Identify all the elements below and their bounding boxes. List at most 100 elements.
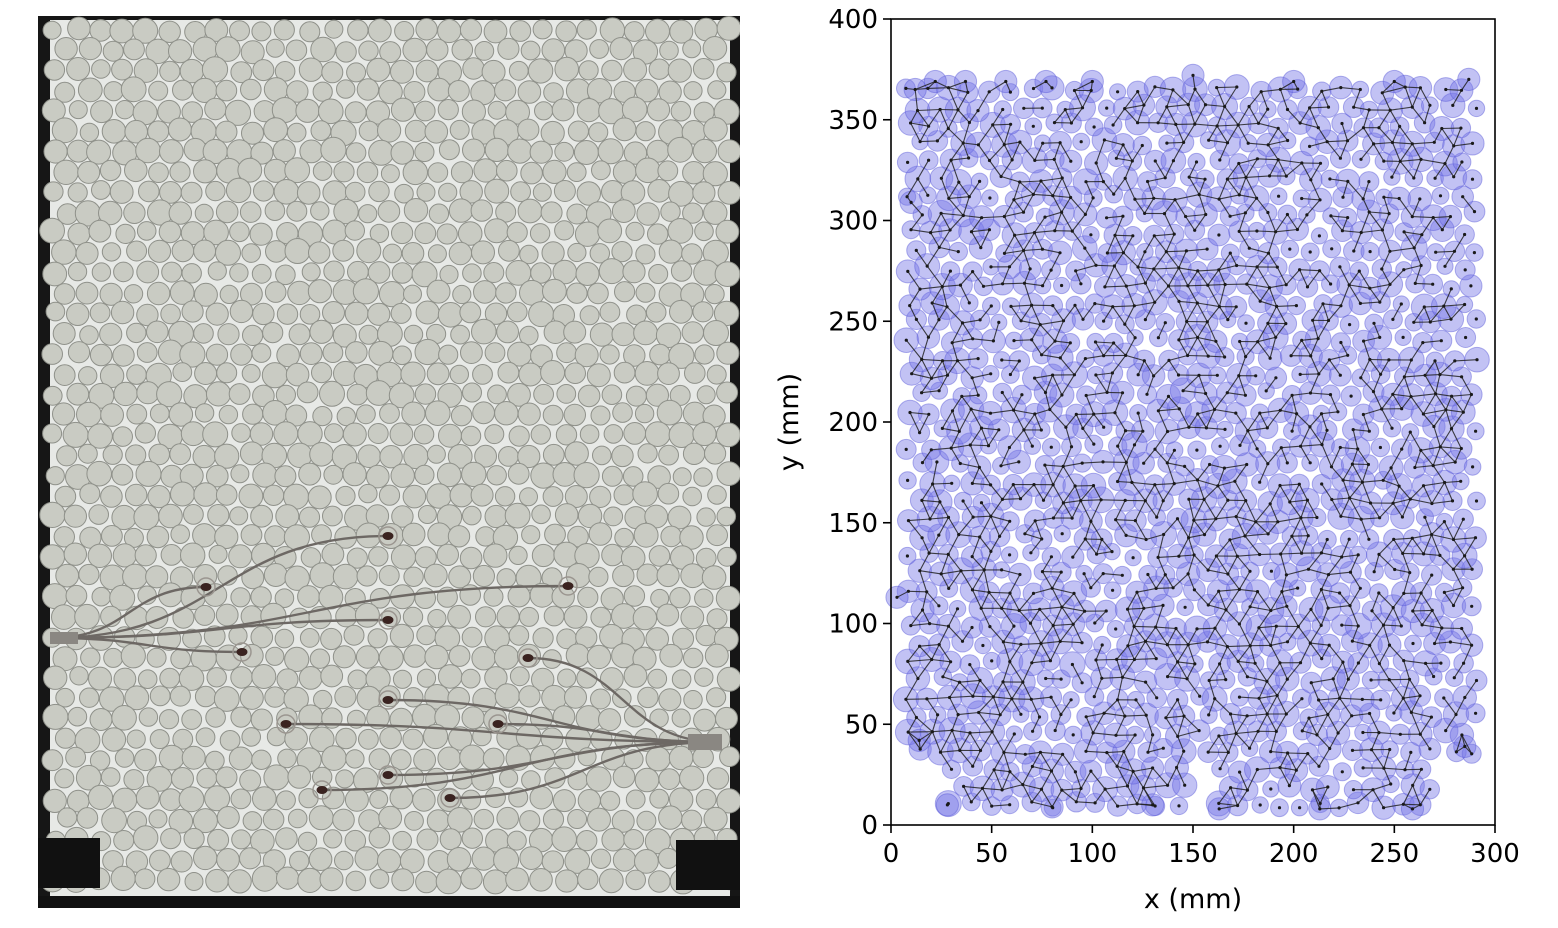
particle [589, 485, 612, 508]
particle-center [1126, 607, 1130, 611]
particle-center [1402, 375, 1406, 379]
particle [170, 481, 195, 507]
sensor-wire [497, 722, 719, 744]
contact-edge [931, 731, 942, 753]
contact-edge [948, 625, 963, 642]
contact-edge [1388, 679, 1404, 699]
contact-edge [1127, 640, 1146, 647]
particle [703, 117, 728, 142]
particle [134, 868, 156, 890]
particle-center [1306, 534, 1310, 538]
particle [250, 586, 272, 608]
particle [460, 789, 482, 810]
particle-center [1453, 359, 1457, 363]
particle-center [1229, 712, 1233, 716]
particle-center [1226, 498, 1230, 502]
contact-edge [1034, 377, 1046, 393]
particle-center [1368, 643, 1372, 647]
particle-center [1311, 318, 1315, 322]
contact-edge [1219, 663, 1227, 680]
particle [41, 98, 66, 123]
contact-edge [921, 337, 929, 360]
particle-center [1114, 733, 1118, 737]
contact-edge [1352, 429, 1359, 450]
contact-edge [1308, 552, 1322, 570]
particle [298, 57, 324, 82]
particle [380, 164, 400, 184]
particle-center [1245, 714, 1249, 718]
particle [614, 527, 634, 548]
particle [206, 667, 227, 688]
particle [43, 59, 66, 81]
particle-center [1125, 784, 1130, 788]
contact-edge [980, 731, 993, 751]
contact-edge [1340, 497, 1351, 517]
contact-edge [1431, 534, 1441, 556]
particle [403, 324, 424, 345]
particle-center [1226, 572, 1230, 576]
contact-edge [1237, 645, 1251, 662]
particle [554, 56, 580, 82]
particle [601, 827, 626, 852]
contact-edge [1072, 610, 1086, 625]
particle [543, 82, 564, 103]
particle [345, 749, 365, 769]
particle-center [1195, 478, 1200, 482]
contact-edge [909, 411, 929, 415]
contact-edge [1022, 784, 1033, 803]
particle-center [1328, 393, 1333, 397]
particle-center [1264, 389, 1268, 393]
particle-center [958, 461, 962, 466]
particle-center [1133, 336, 1137, 340]
particle [695, 624, 717, 647]
contact-edge [1403, 359, 1412, 378]
particle-center [1206, 750, 1210, 754]
contact-edge [959, 679, 981, 683]
contact-edge [907, 661, 919, 679]
particle [134, 544, 157, 567]
contact-edge [1371, 592, 1380, 611]
particle-center [1315, 515, 1319, 520]
particle-center [1400, 515, 1404, 519]
particle [103, 81, 124, 102]
particle [448, 198, 474, 223]
contact-edge [1238, 375, 1246, 396]
particle [544, 523, 566, 546]
particle-center [1462, 661, 1466, 665]
particle [656, 603, 680, 627]
contact-edge [1441, 627, 1462, 630]
particle-center [1214, 339, 1218, 343]
contact-edge [1310, 642, 1330, 646]
particle [566, 282, 588, 304]
particle-center [960, 639, 965, 643]
particle-center [968, 443, 972, 447]
particle [214, 443, 240, 469]
particle [347, 669, 368, 690]
particle [149, 849, 171, 872]
particle-center [1061, 501, 1065, 505]
contact-edge [1061, 606, 1085, 612]
contact-edge [1203, 485, 1219, 500]
contact-edge [970, 408, 982, 429]
particle [577, 384, 601, 408]
contact-edge [1206, 321, 1217, 342]
particle [194, 604, 216, 626]
particle [459, 546, 483, 570]
particle [215, 200, 239, 224]
particle [168, 39, 193, 64]
particle-center [947, 586, 951, 591]
particle [716, 381, 739, 404]
particle [264, 525, 287, 548]
particle-center [1000, 358, 1004, 362]
particle-center [1371, 390, 1376, 394]
particle [169, 280, 195, 305]
particle-center [1348, 604, 1352, 608]
contact-edge [1177, 730, 1200, 737]
particle [358, 483, 378, 504]
contact-edge [1135, 699, 1147, 716]
particle-center [920, 498, 924, 502]
contact-edge [1031, 788, 1042, 803]
contact-edge [1188, 499, 1195, 521]
contact-edge [1002, 498, 1021, 500]
contact-edge [1207, 590, 1220, 606]
